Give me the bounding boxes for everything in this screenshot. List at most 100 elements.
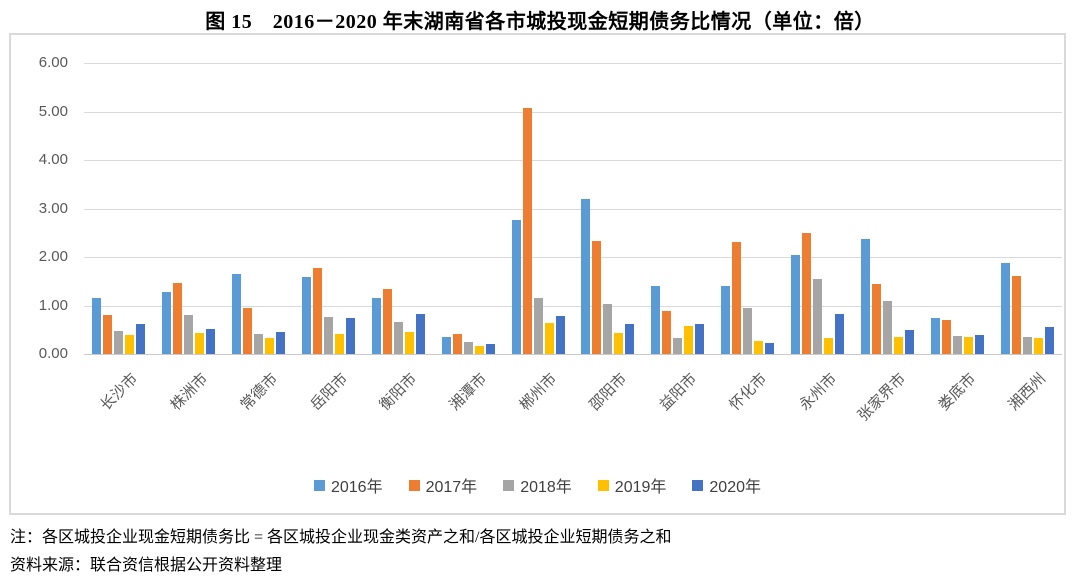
- x-axis-label: 长沙市: [97, 370, 142, 414]
- bar-2019: [963, 337, 973, 354]
- y-axis-tick-label: 1.00: [38, 296, 68, 314]
- bar-2017: [941, 320, 951, 354]
- bar-2017: [522, 108, 532, 354]
- bar-2016: [721, 286, 731, 354]
- gridline: [84, 160, 1062, 161]
- legend-swatch-icon: [503, 479, 515, 491]
- bar-2019: [544, 323, 554, 354]
- bar-group: [992, 63, 1062, 354]
- bar-2020: [415, 314, 425, 354]
- gridline: [84, 208, 1062, 210]
- gridline: [84, 305, 1062, 307]
- bar-group: [154, 63, 224, 354]
- bar-2020: [695, 324, 705, 354]
- bar-2018: [673, 338, 683, 354]
- bar-2019: [823, 338, 833, 354]
- bar-2017: [1011, 276, 1021, 354]
- chart-area: 6.00 5.00 4.00 3.00 2.00 1.00 0.00 长沙市 株洲市 常德市 岳阳…: [9, 33, 1066, 515]
- y-axis-tick-label: 6.00: [38, 54, 68, 71]
- bar-2016: [92, 298, 102, 354]
- chart-title: 图 15 2016－2020 年末湖南省各市城投现金短期债务比情况（单位：倍）: [205, 11, 875, 33]
- bar-2016: [371, 298, 381, 354]
- legend-swatch-icon: [408, 479, 420, 491]
- bar-2020: [276, 332, 286, 354]
- bar-group: [84, 63, 154, 354]
- bar-2018: [952, 336, 962, 354]
- bar-2019: [684, 326, 694, 354]
- bar-2018: [1022, 337, 1032, 354]
- bar-2017: [732, 242, 742, 354]
- bar-2016: [581, 199, 591, 354]
- bar-2018: [323, 317, 333, 354]
- bar-2019: [404, 332, 414, 354]
- bar-2016: [651, 286, 661, 354]
- bar-2018: [533, 298, 543, 354]
- bar-2020: [834, 314, 844, 354]
- legend-item: 2019年: [597, 473, 667, 497]
- bar-2020: [555, 316, 565, 354]
- bar-2017: [173, 283, 183, 354]
- bar-2019: [474, 346, 484, 354]
- gridline: [84, 257, 1062, 258]
- legend: 2016年 2017年 2018年 2019年 2020年: [11, 473, 1064, 497]
- bar-2019: [1033, 338, 1043, 354]
- bar-2017: [801, 233, 811, 354]
- y-axis-tick-label: 0.00: [38, 345, 68, 362]
- bar-2016: [1000, 263, 1010, 354]
- legend-swatch-icon: [597, 479, 609, 491]
- legend-item: 2017年: [408, 473, 478, 497]
- bar-2020: [1044, 327, 1054, 354]
- bar-2018: [463, 342, 473, 354]
- bar-2020: [765, 343, 775, 354]
- gridline: [84, 63, 1062, 64]
- x-axis-line: [84, 354, 1062, 355]
- bar-group: [573, 63, 643, 354]
- bar-2019: [893, 337, 903, 354]
- x-axis-label: 湘潭市: [446, 370, 491, 414]
- bar-2018: [114, 331, 124, 354]
- x-axis-label: 湘西州: [1005, 370, 1050, 414]
- bar-group: [363, 63, 433, 354]
- legend-label: 2020年: [709, 479, 762, 496]
- bar-2016: [790, 255, 800, 354]
- bar-2016: [162, 292, 172, 354]
- x-axis-label: 常德市: [236, 370, 281, 414]
- gridline: [84, 111, 1062, 113]
- bar-2020: [904, 330, 914, 354]
- bar-2018: [603, 304, 613, 354]
- x-axis-label: 株洲市: [167, 370, 211, 414]
- legend-label: 2019年: [614, 479, 667, 496]
- bar-2017: [662, 311, 672, 354]
- bar-2017: [103, 315, 113, 354]
- bar-group: [433, 63, 503, 354]
- bar-2016: [860, 239, 870, 354]
- x-axis-label: 岳阳市: [306, 370, 351, 414]
- bar-2019: [334, 334, 344, 354]
- bar-2016: [232, 274, 242, 354]
- bar-2019: [614, 333, 624, 354]
- x-axis-label: 张家界市: [855, 370, 910, 425]
- bar-2020: [485, 344, 495, 354]
- x-axis-label: 郴州市: [516, 370, 561, 414]
- x-axis-label: 永州市: [795, 370, 840, 414]
- bar-2017: [312, 268, 322, 354]
- y-axis-tick-label: 4.00: [38, 151, 68, 168]
- bar-group: [852, 63, 922, 354]
- y-axis-tick-label: 5.00: [38, 102, 68, 120]
- legend-label: 2017年: [425, 479, 478, 496]
- x-axis-label: 益阳市: [656, 370, 700, 414]
- legend-item: 2020年: [692, 473, 761, 497]
- legend-swatch-icon: [692, 479, 704, 491]
- bar-2018: [393, 322, 403, 354]
- bar-2020: [345, 318, 355, 354]
- bar-2016: [441, 337, 451, 354]
- bar-2019: [754, 341, 764, 354]
- bar-2018: [184, 315, 194, 354]
- bar-2019: [265, 338, 275, 354]
- bar-group: [713, 63, 783, 354]
- bar-2019: [125, 335, 135, 354]
- bar-2018: [254, 334, 264, 354]
- x-axis-label: 怀化市: [725, 370, 770, 414]
- bar-2017: [382, 289, 392, 354]
